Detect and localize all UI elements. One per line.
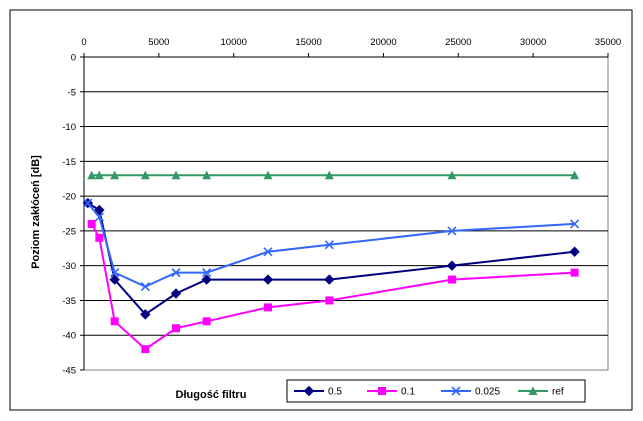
series-0-1-point [447,275,456,284]
series-0-025-line [87,202,575,288]
legend-box [286,379,586,403]
legend-entry-0-5: 0.5 [294,385,342,398]
legend-marker [303,385,315,397]
series-ref-point [447,170,457,180]
legend-entry-0-025: 0.025 [441,386,500,398]
legend-label: 0.1 [401,387,415,398]
series-0-1-point [110,317,119,326]
y-tick-label: -45 [62,366,76,377]
series-0-5-point [569,246,580,257]
series-0-025-point [447,226,457,236]
series-0-5-point [324,274,335,285]
y-tick-labels: 0 -5 -10 -15 -20 -25 -30 -35 -40 -45 [62,53,84,377]
y-tick-label: -10 [62,122,76,133]
legend-label: 0.025 [475,387,500,398]
series-0-025-point [110,268,120,278]
series-0-025-point [171,268,181,278]
legend-marker [528,386,538,395]
x-tick-label: 20000 [370,37,396,48]
series-0-1-point [570,268,579,277]
x-tick-label: 0 [81,37,86,48]
x-tick-label: 30000 [520,37,546,48]
series-0-025-point [570,219,580,229]
series-0-1-point [202,317,211,326]
series-0-1-point [325,296,334,305]
legend-marker [451,386,461,396]
series-ref-point [263,170,273,180]
y-axis-label: Poziom zakłóceń [dB] [30,155,42,269]
series-ref-point [324,170,334,180]
x-axis-label: Długość filtru [176,389,247,401]
series-0-1-point [87,219,96,228]
series-ref-point [570,170,580,180]
legend: 0.5 0.1 0.025 ref [286,379,586,403]
series-0-5-point [262,274,274,285]
series-0-025-point [263,247,273,257]
legend-label: 0.5 [328,387,342,398]
y-tick-label: -25 [62,226,76,237]
series-0-025 [83,198,580,292]
series-0-025-point [83,198,93,208]
series-ref-point [87,170,97,180]
series-0-025-point [140,281,150,292]
series-0-5-point [109,274,120,285]
series-0-5-point [140,309,151,320]
series-ref-point [94,170,104,180]
x-tick-label: 25000 [445,37,471,48]
x-tick-label: 15000 [295,37,321,48]
series-0-5-point [446,260,458,271]
y-tick-label: -15 [62,157,76,168]
legend-marker [378,387,386,395]
y-tick-label: -40 [62,331,76,342]
series-0-025-point [94,212,104,222]
series-0-5-point [201,274,212,285]
series-0-1 [87,219,579,354]
series-ref-point [202,170,212,180]
series-group [82,170,580,354]
series-0-1-line [90,223,575,351]
axes [83,56,608,370]
y-tick-label: -5 [68,87,76,98]
series-0-5-point [170,288,182,299]
series-0-1-point [95,233,104,242]
series-0-1-point [171,324,180,333]
legend-entry-0-1: 0.1 [367,387,415,398]
gridlines [84,91,608,336]
x-tick-label: 35000 [595,37,621,48]
x-tick-label: 5000 [148,37,169,48]
legend-label: ref [552,387,564,398]
x-tick-label: 10000 [221,37,247,48]
y-tick-label: -20 [62,192,76,203]
y-tick-label: -30 [62,261,76,272]
series-ref-point [110,170,120,180]
y-tick-label: 0 [71,53,76,64]
y-tick-label: -35 [62,296,76,307]
legend-entry-ref: ref [518,386,564,398]
series-0-5-point [94,204,105,216]
plot-area [83,56,609,371]
series-0-025-point [324,240,334,250]
series-ref-point [140,170,150,180]
x-tick-labels: 0 5000 10000 15000 20000 25000 30000 35000 [81,37,621,57]
series-0-1-point [141,345,150,354]
series-ref-point [171,170,181,180]
series-0-1-point [263,303,272,312]
series-ref [87,170,580,180]
series-0-025-point [202,268,212,278]
